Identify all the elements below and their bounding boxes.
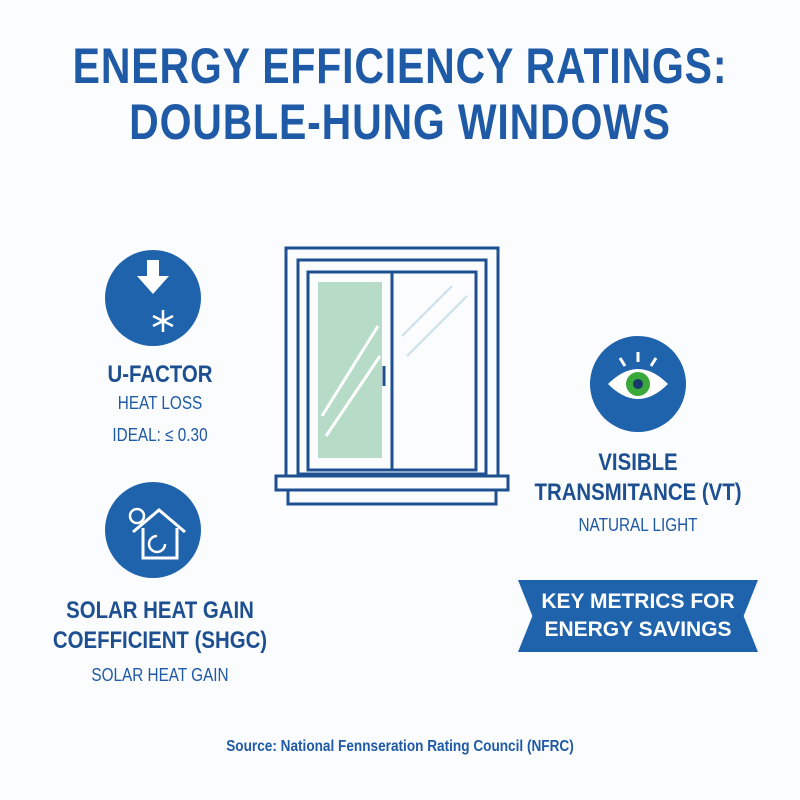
ufactor-sub: HEAT LOSS: [117, 393, 203, 413]
eye-icon: [590, 336, 686, 432]
page-title: ENERGY EFFICIENCY RATINGS: DOUBLE-HUNG WI…: [72, 38, 728, 150]
double-hung-window-illustration: [274, 246, 510, 506]
shgc-heading: SOLAR HEAT GAIN COEFFICIENT (SHGC): [52, 597, 268, 654]
vt-heading: VISIBLE TRANSMITANCE (VT): [534, 449, 742, 506]
shgc-sub: SOLAR HEAT GAIN: [91, 665, 229, 685]
vt-sub: NATURAL LIGHT: [578, 515, 698, 535]
ufactor-heading: U-FACTOR: [107, 361, 213, 388]
sun-house-icon: [105, 482, 201, 578]
arrow-down-snowflake-icon: [105, 250, 201, 346]
ufactor-ideal: IDEAL: ≤ 0.30: [112, 425, 208, 445]
key-metrics-banner: KEY METRICS FOR ENERGY SAVINGS: [518, 580, 758, 652]
source-note: Source: National Fennseration Rating Cou…: [226, 738, 574, 755]
